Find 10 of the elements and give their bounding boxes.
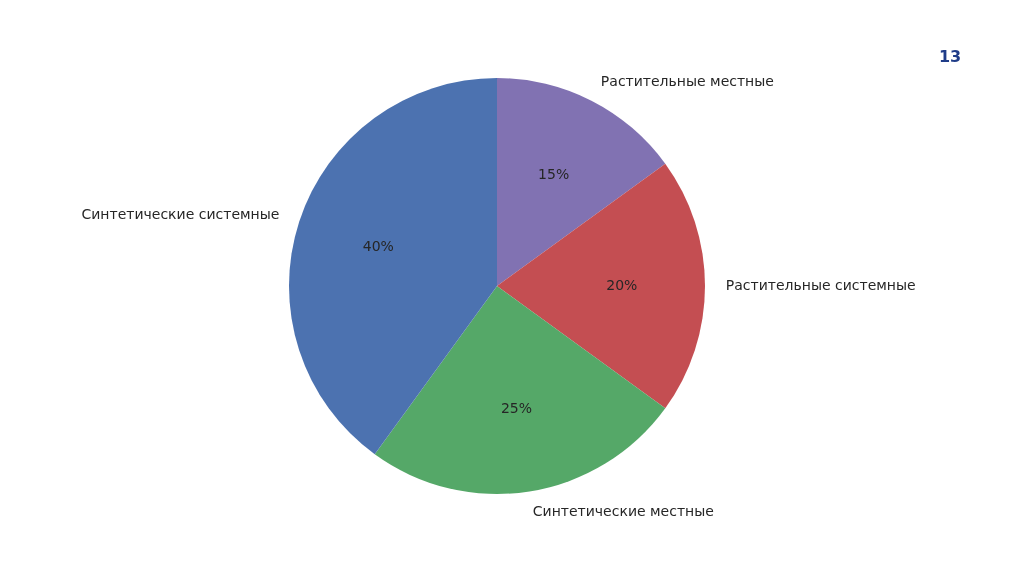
data-label: 25% <box>500 400 533 417</box>
pie-slice <box>289 78 497 455</box>
slice-label: Синтетические системные <box>81 206 280 223</box>
slice-label: Синтетические местные <box>532 502 714 519</box>
data-label: 20% <box>606 277 638 293</box>
data-label: 40% <box>362 238 394 255</box>
text: 13 <box>938 47 962 66</box>
data-label: 15% <box>538 165 570 182</box>
slice-label: Растительные системные <box>725 277 916 293</box>
slice-label: Растительные местные <box>600 73 774 90</box>
